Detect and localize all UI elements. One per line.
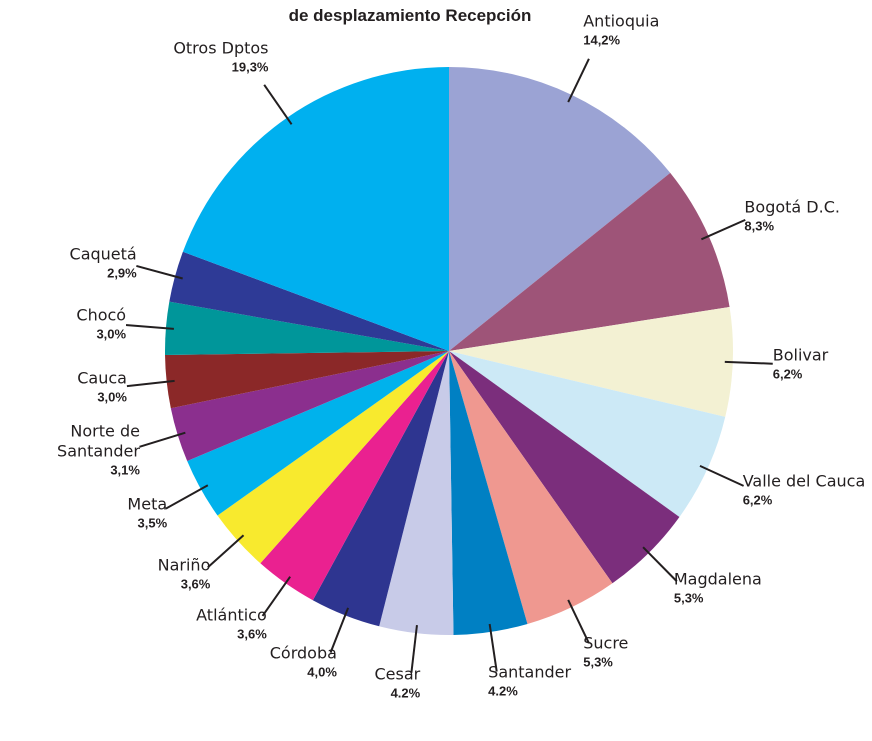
- pie-slice: [449, 172, 730, 351]
- leader-line: [699, 464, 745, 487]
- slice-label: Córdoba 4,0%: [187, 643, 337, 680]
- pie-slice: [169, 251, 449, 351]
- category-label: Santander: [488, 662, 572, 682]
- slice-label: Cauca 3,0%: [0, 369, 127, 406]
- pie-slice: [449, 351, 726, 517]
- leader-line: [136, 264, 183, 280]
- value-label: 14,2%: [583, 32, 621, 48]
- slice-label: Bogotá D.C. 8,3%: [744, 197, 872, 234]
- category-label: Magdalena: [673, 569, 762, 589]
- value-label: 19,3%: [231, 59, 269, 75]
- pie-slice: [449, 351, 680, 584]
- leader-line: [261, 576, 291, 617]
- category-label: Valle del Cauca: [742, 471, 866, 491]
- pie-slice: [312, 351, 449, 627]
- value-label: 6,2%: [742, 492, 773, 508]
- leader-line: [165, 484, 209, 510]
- pie-slice: [449, 351, 528, 635]
- category-label: Bolivar: [772, 345, 829, 365]
- category-label: Otros Dptos: [173, 38, 269, 58]
- category-label: Antioquia: [583, 11, 660, 31]
- slice-label: Norte de Santander 3,1%: [0, 421, 140, 478]
- slice-label: Antioquia 14,2%: [583, 11, 733, 48]
- slice-label: Bolivar 6,2%: [773, 346, 872, 383]
- value-label: 4.2%: [390, 685, 421, 701]
- value-label: 6,2%: [772, 366, 803, 382]
- value-label: 3,5%: [137, 515, 168, 531]
- pie-slice: [170, 351, 449, 462]
- pie-slice: [217, 351, 449, 564]
- leader-line: [488, 623, 498, 672]
- category-label: Nariño: [157, 555, 211, 575]
- value-label: 2,9%: [107, 265, 137, 281]
- value-label: 4,0%: [307, 664, 337, 680]
- slice-label: Magdalena 5,3%: [674, 570, 824, 607]
- slice-label: Meta 3,5%: [17, 495, 167, 532]
- value-label: 5,3%: [673, 590, 704, 606]
- category-label: Meta: [127, 494, 168, 514]
- value-label: 3,6%: [180, 576, 211, 592]
- leader-line: [125, 324, 174, 330]
- leader-line: [642, 546, 678, 583]
- leader-line: [567, 599, 590, 644]
- pie-slice: [165, 301, 450, 356]
- leader-line: [724, 360, 773, 365]
- value-label: 3,1%: [110, 462, 140, 478]
- pie-slice: [379, 351, 454, 635]
- pie-slice: [187, 351, 450, 516]
- value-label: 3,0%: [97, 389, 127, 405]
- category-label: Cauca: [77, 368, 127, 388]
- leader-line: [410, 625, 418, 673]
- leader-line: [700, 218, 746, 241]
- category-label: Bogotá D.C.: [744, 197, 840, 217]
- chart-title: de desplazamiento Recepción: [288, 6, 532, 25]
- slice-label: Nariño 3,6%: [60, 555, 211, 593]
- value-label: 5,3%: [583, 654, 613, 670]
- value-label: 3,0%: [96, 326, 127, 342]
- pie-slice: [449, 306, 733, 417]
- pie-slice: [260, 351, 449, 601]
- value-label: 4.2%: [488, 683, 518, 699]
- slice-label: Valle del Cauca 6,2%: [743, 472, 872, 509]
- slice-label: Chocó 3,0%: [0, 306, 126, 343]
- slice-label: Caquetá 2,9%: [0, 245, 137, 282]
- leader-line: [567, 58, 590, 103]
- leader-line: [126, 379, 175, 388]
- category-label: Chocó: [76, 305, 127, 325]
- category-label: Atlántico: [196, 605, 267, 625]
- slice-label: Cesar 4.2%: [270, 664, 420, 701]
- category-label: Cesar: [374, 664, 421, 684]
- slice-label: Atlántico 3,6%: [117, 606, 267, 643]
- category-label: Córdoba: [269, 643, 337, 663]
- category-label: Sucre: [583, 633, 629, 653]
- category-label: Norte de Santander: [57, 421, 140, 461]
- value-label: 8,3%: [744, 218, 775, 234]
- pie-slice: [182, 67, 450, 351]
- pie-slice: [449, 67, 671, 351]
- value-label: 3,6%: [237, 626, 267, 642]
- leader-line: [207, 534, 245, 569]
- category-label: Caquetá: [69, 244, 137, 264]
- slice-label: Otros Dptos 19,3%: [119, 38, 269, 75]
- leader-line: [329, 607, 350, 653]
- slice-label: Santander 4.2%: [488, 663, 638, 700]
- leader-line: [139, 431, 186, 448]
- leader-line: [263, 84, 293, 125]
- pie-slice: [165, 351, 449, 409]
- slice-label: Sucre 5,3%: [583, 634, 733, 671]
- pie-slice: [449, 351, 613, 624]
